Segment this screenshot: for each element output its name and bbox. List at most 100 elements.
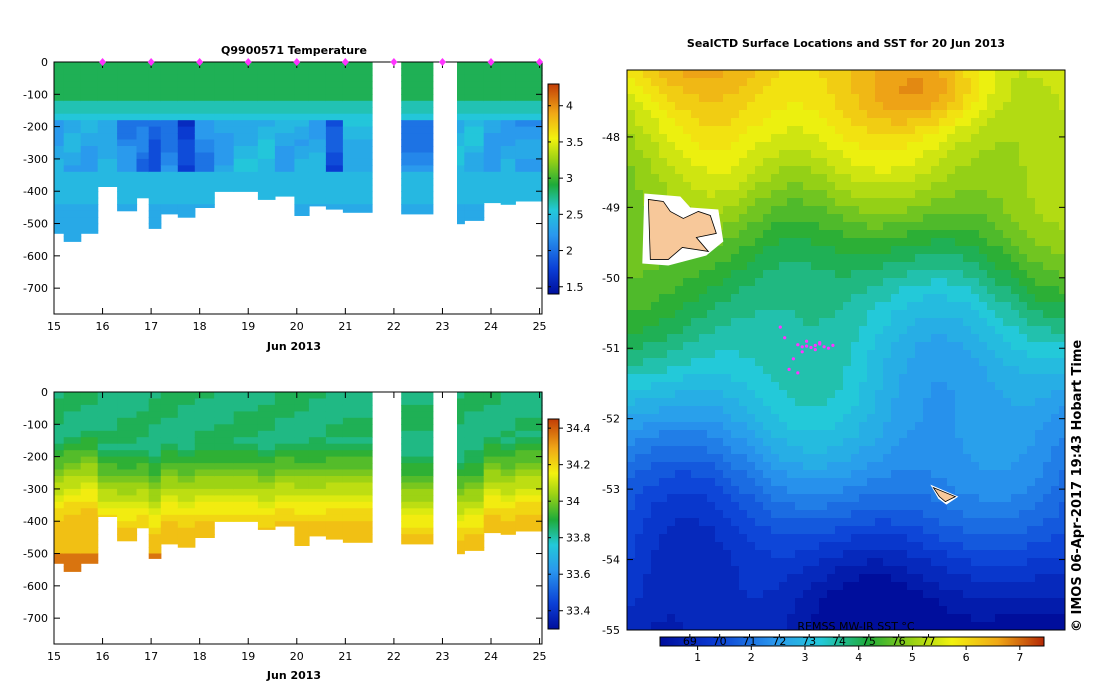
sst-cell	[955, 246, 964, 255]
sst-cell	[947, 150, 956, 159]
sst-cell	[627, 118, 636, 127]
sst-cell	[979, 174, 988, 183]
sst-cell	[963, 390, 972, 399]
sst-cell	[1027, 118, 1036, 127]
sst-cell	[731, 502, 740, 511]
sst-cell	[635, 142, 644, 151]
section-cell	[457, 424, 465, 432]
sst-cell	[699, 374, 708, 383]
section-cell	[177, 404, 196, 412]
sst-cell	[955, 230, 964, 239]
section-cell	[233, 463, 259, 471]
sst-cell	[643, 430, 652, 439]
sst-cell	[811, 294, 820, 303]
sst-cell	[843, 110, 852, 119]
sst-cell	[987, 486, 996, 495]
section-cell	[177, 398, 196, 406]
sst-cell	[1003, 390, 1012, 399]
sst-cell	[803, 526, 812, 535]
sst-cell	[1011, 470, 1020, 479]
section-cell	[457, 450, 465, 458]
sst-cell	[971, 422, 980, 431]
sst-cell	[987, 206, 996, 215]
section-cell	[401, 495, 434, 503]
sst-cell	[947, 366, 956, 375]
sst-cell	[867, 566, 876, 575]
sst-cell	[747, 134, 756, 143]
sst-cell	[667, 470, 676, 479]
sst-cell	[755, 254, 764, 263]
sst-cell	[643, 270, 652, 279]
sst-cell	[931, 566, 940, 575]
sst-cell	[835, 110, 844, 119]
sst-cell	[1059, 126, 1065, 135]
sst-cell	[883, 342, 892, 351]
sst-cell	[835, 102, 844, 111]
sst-cell	[699, 126, 708, 135]
sst-cell	[627, 566, 636, 575]
sst-cell	[803, 126, 812, 135]
section-cell	[515, 133, 543, 141]
section-cell	[194, 68, 215, 76]
sst-cell	[667, 262, 676, 271]
sst-cell	[779, 462, 788, 471]
sst-cell	[1019, 550, 1028, 559]
sst-cell	[963, 454, 972, 463]
section-cell	[308, 81, 327, 89]
sst-cell	[683, 502, 692, 511]
section-cell	[325, 437, 344, 445]
sst-cell	[715, 94, 724, 103]
sst-cell	[955, 462, 964, 471]
sst-cell	[947, 286, 956, 295]
section-cell	[214, 152, 235, 160]
section-cell	[464, 146, 485, 154]
sst-cell	[1059, 70, 1065, 79]
sst-cell	[739, 526, 748, 535]
sst-cell	[779, 198, 788, 207]
sst-cell	[795, 574, 804, 583]
sst-cell	[1035, 294, 1044, 303]
sst-cell	[1051, 486, 1060, 495]
sst-cell	[627, 294, 636, 303]
sst-cell	[747, 390, 756, 399]
sst-cell	[811, 382, 820, 391]
sst-cell	[1027, 318, 1036, 327]
sst-cell	[667, 174, 676, 183]
sst-cell	[819, 582, 828, 591]
sst-cell	[683, 174, 692, 183]
sst-cell	[739, 158, 748, 167]
section-cell	[500, 469, 516, 477]
sst-cell	[651, 286, 660, 295]
sst-cell	[1027, 206, 1036, 215]
section-cell	[54, 450, 65, 458]
sst-cell	[795, 238, 804, 247]
sst-cell	[1003, 446, 1012, 455]
section-cell	[97, 165, 118, 173]
sst-cell	[715, 270, 724, 279]
sst-cell	[1059, 550, 1065, 559]
sst-cell	[955, 478, 964, 487]
sst-cell	[739, 78, 748, 87]
section-cell	[342, 392, 373, 400]
sst-cell	[723, 374, 732, 383]
section-cell	[54, 392, 65, 400]
section-cell	[148, 398, 162, 406]
section-cell	[97, 411, 118, 419]
sst-cell	[715, 118, 724, 127]
section-cell	[483, 437, 502, 445]
section-cell	[194, 482, 215, 490]
sst-cell	[739, 142, 748, 151]
section-cell	[325, 508, 344, 516]
sst-cell	[923, 374, 932, 383]
section-cell	[160, 469, 179, 477]
sst-cell	[819, 510, 828, 519]
sst-cell	[779, 574, 788, 583]
section-cell	[483, 417, 502, 425]
sst-cell	[955, 494, 964, 503]
sst-cell	[635, 254, 644, 263]
sst-cell	[1051, 502, 1060, 511]
sst-cell	[771, 158, 780, 167]
section-cell	[80, 178, 99, 186]
sst-cell	[835, 190, 844, 199]
section-cell	[342, 514, 373, 522]
